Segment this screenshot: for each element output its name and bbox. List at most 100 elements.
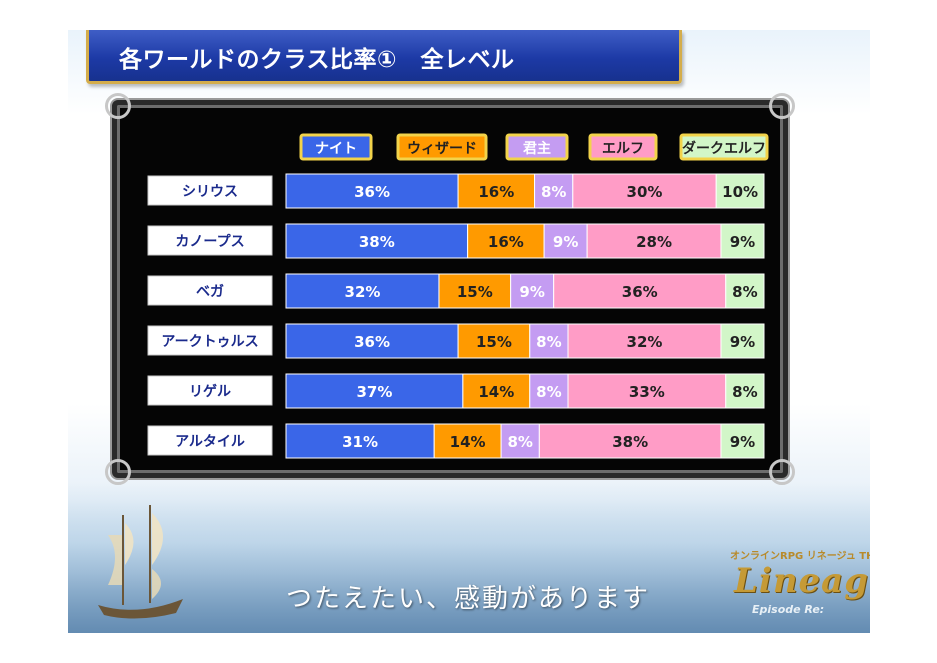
category-text: カノープス (175, 234, 244, 250)
data-label: 38% (359, 233, 395, 251)
bars: 36% 16% 8% 30% 10% 38% 16% 9% 28% 9% 32% 15% 9% 36% 8%… (285, 173, 765, 459)
category-box (147, 325, 273, 356)
frame-ornament-icon (105, 93, 131, 119)
legend-item: 君主 (505, 133, 569, 161)
category-label: アークトゥルス (147, 325, 273, 356)
legend-item: ナイト (299, 133, 373, 161)
legend-label: ダークエルフ (682, 140, 766, 157)
data-label: 33% (629, 383, 665, 401)
category-text: シリウス (182, 184, 238, 200)
data-label: 32% (627, 333, 663, 351)
category-text: リゲル (189, 383, 231, 400)
bar-segment (510, 273, 555, 309)
bar-segment (534, 173, 574, 209)
category-box (147, 425, 273, 456)
category-label: アルタイル (147, 425, 273, 456)
data-label: 31% (342, 433, 378, 451)
legend-swatch (679, 133, 769, 161)
logo-subtitle: Episode Re: (752, 603, 825, 616)
bar-segment (715, 173, 765, 209)
bar-segment (462, 373, 531, 409)
category-text: アークトゥルス (161, 334, 258, 350)
data-label: 15% (457, 283, 493, 301)
data-label: 8% (732, 283, 757, 301)
logo-wordmark: Lineage (734, 561, 870, 601)
bar-segment (567, 373, 727, 409)
data-label: 36% (354, 333, 390, 351)
legend-swatch (396, 133, 488, 161)
page-title: 各ワールドのクラス比率① 全レベル (119, 47, 515, 73)
category-box (147, 275, 273, 306)
lineage-logo: オンラインRPG リネージュ THE CROSS RANCOR Lineage … (722, 547, 870, 627)
bar-segment (457, 323, 531, 359)
legend: ナイト ウィザード 君主 エルフ ダークエルフ (299, 133, 769, 161)
bar-segment (285, 323, 459, 359)
category-box (147, 225, 273, 256)
legend-item: エルフ (588, 133, 658, 161)
data-label: 14% (478, 383, 514, 401)
data-label: 8% (536, 333, 561, 351)
data-label: 36% (354, 183, 390, 201)
bar-segment (567, 323, 722, 359)
data-label: 8% (732, 383, 757, 401)
slide: 各ワールドのクラス比率① 全レベル ナイト ウィザード 君主 エルフ ダークエルフ シリ… (68, 30, 870, 633)
bar-segment (725, 273, 765, 309)
data-label: 14% (450, 433, 486, 451)
data-label: 16% (478, 183, 514, 201)
bar-segment (720, 423, 765, 459)
category-box (147, 375, 273, 406)
stacked-bar-chart: ナイト ウィザード 君主 エルフ ダークエルフ シリウスカノープスベガアークトゥルスリゲ… (147, 133, 769, 459)
data-label: 28% (636, 233, 672, 251)
legend-label: ウィザード (407, 141, 477, 157)
bar-segment (467, 223, 545, 259)
legend-item: ダークエルフ (679, 133, 769, 161)
data-label: 9% (553, 233, 578, 251)
bar-segment (285, 223, 469, 259)
data-label: 32% (345, 283, 381, 301)
slogan-text: つたえたい、感動があります (286, 584, 651, 614)
data-label: 10% (722, 183, 758, 201)
bar-segment (543, 223, 588, 259)
category-label: ベガ (147, 275, 273, 306)
bar-segment (457, 173, 536, 209)
data-label: 16% (488, 233, 524, 251)
data-label: 37% (356, 383, 392, 401)
logo-caption: オンラインRPG リネージュ THE CROSS RANCOR (730, 551, 870, 562)
legend-swatch (505, 133, 569, 161)
data-label: 8% (507, 433, 532, 451)
bar-segment (538, 423, 722, 459)
legend-label: 君主 (522, 140, 551, 157)
bar-segment (586, 223, 722, 259)
bar-segment (720, 223, 765, 259)
data-label: 9% (730, 233, 755, 251)
category-box (147, 175, 273, 206)
data-label: 38% (612, 433, 648, 451)
category-text: アルタイル (175, 434, 245, 450)
legend-swatch (299, 133, 373, 161)
category-label: リゲル (147, 375, 273, 406)
category-label: カノープス (147, 225, 273, 256)
data-label: 8% (541, 183, 566, 201)
bar-segment (285, 423, 435, 459)
bar-segment (725, 373, 765, 409)
bar-segment (500, 423, 540, 459)
ship-icon (98, 505, 183, 619)
bar-segment (529, 323, 569, 359)
bar-segment (285, 173, 459, 209)
legend-item: ウィザード (396, 133, 488, 161)
data-label: 9% (730, 433, 755, 451)
legend-label: エルフ (602, 141, 644, 157)
legend-label: ナイト (315, 141, 357, 157)
category-label: シリウス (147, 175, 273, 206)
data-label: 36% (622, 283, 658, 301)
data-label: 15% (476, 333, 512, 351)
bar-segment (720, 323, 765, 359)
title-bar: 各ワールドのクラス比率① 全レベル (86, 30, 682, 84)
data-label: 9% (730, 333, 755, 351)
data-label: 30% (627, 183, 663, 201)
bar-segment (572, 173, 717, 209)
legend-swatch (588, 133, 658, 161)
bar-segment (553, 273, 727, 309)
data-label: 8% (536, 383, 561, 401)
